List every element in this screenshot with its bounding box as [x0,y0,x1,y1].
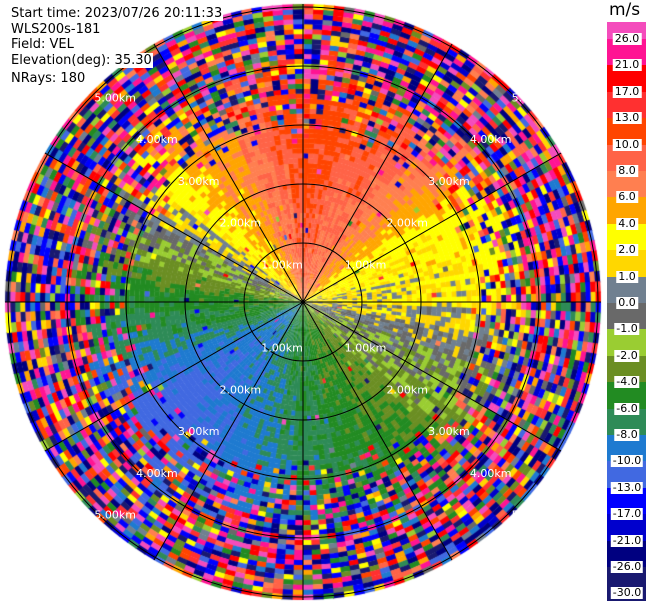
range-ring-label: 4.00km [136,133,178,146]
colorbar-tick-label: -17.0 [610,507,644,521]
range-ring-label: 1.00km [345,342,387,355]
colorbar-tick-label: -21.0 [610,533,644,547]
colorbar-tick-label: -10.0 [610,454,644,468]
colorbar-tick-label: 1.0 [616,269,638,283]
colorbar-tick-label: -30.0 [610,586,644,600]
range-ring-label: 3.00km [428,175,470,188]
colorbar-tick-label: 21.0 [612,58,642,72]
range-ring-label: 5.00km [94,509,136,522]
range-ring-label: 5.00km [94,91,136,104]
range-ring [184,183,422,421]
colorbar-tick-label: 26.0 [612,32,642,45]
range-ring [125,124,481,480]
range-ring-label: 5.00km [512,91,554,104]
range-ring-label: 2.00km [220,383,262,396]
instrument-text: WLS200s-181 [10,22,102,37]
colorbar-tick-label: 4.0 [616,216,638,230]
azimuth-spoke [302,301,562,452]
azimuth-spoke [302,301,453,561]
range-ring-label: 3.00km [178,175,220,188]
azimuth-spoke [153,43,304,303]
colorbar-tick-label: -2.0 [614,348,640,362]
range-ring-label: 1.00km [345,258,387,271]
colorbar-tick-label: 8.0 [616,164,638,177]
range-ring [243,242,363,362]
azimuth-spoke [44,152,304,303]
colorbar-tick-label: -26.0 [610,560,644,573]
colorbar-tick-label: 0.0 [616,296,638,309]
field-text: Field: VEL [10,37,75,52]
colorbar-tick-label: 2.0 [616,243,638,257]
colorbar-title: m/s [609,0,641,20]
start-time-text: Start time: 2023/07/26 20:11:33 [10,6,224,21]
range-ring-label: 4.00km [470,467,512,480]
colorbar-tick-label: -1.0 [614,322,640,336]
colorbar-tick-label: 10.0 [612,137,642,151]
range-ring-label: 1.00km [261,258,303,271]
azimuth-spoke [153,301,304,561]
range-ring-label: 2.00km [220,217,262,230]
range-ring-label: 4.00km [136,467,178,480]
colorbar-tick-label: 13.0 [612,111,642,125]
azimuth-spoke [44,301,304,452]
azimuth-spoke [302,43,453,303]
range-ring [7,6,599,598]
range-ring-label: 2.00km [386,217,428,230]
colorbar-tick-label: -8.0 [614,428,640,441]
range-ring-label: 3.00km [178,425,220,438]
colorbar-tick-label: -4.0 [614,375,640,389]
nrays-text: NRays: 180 [10,71,87,86]
colorbar-tick-label: -6.0 [614,401,640,415]
range-ring-label: 1.00km [261,342,303,355]
range-ring [66,65,540,539]
range-ring-label: 4.00km [470,133,512,146]
colorbar-tick-label: 17.0 [612,84,642,98]
azimuth-spoke [302,152,562,303]
colorbar-tick-label: -13.0 [610,480,644,494]
colorbar-tick-label: 6.0 [616,190,638,204]
range-ring-label: 3.00km [428,425,470,438]
range-ring-label: 2.00km [386,383,428,396]
elevation-text: Elevation(deg): 35.30 [10,53,153,68]
range-ring-label: 5.00km [512,509,554,522]
